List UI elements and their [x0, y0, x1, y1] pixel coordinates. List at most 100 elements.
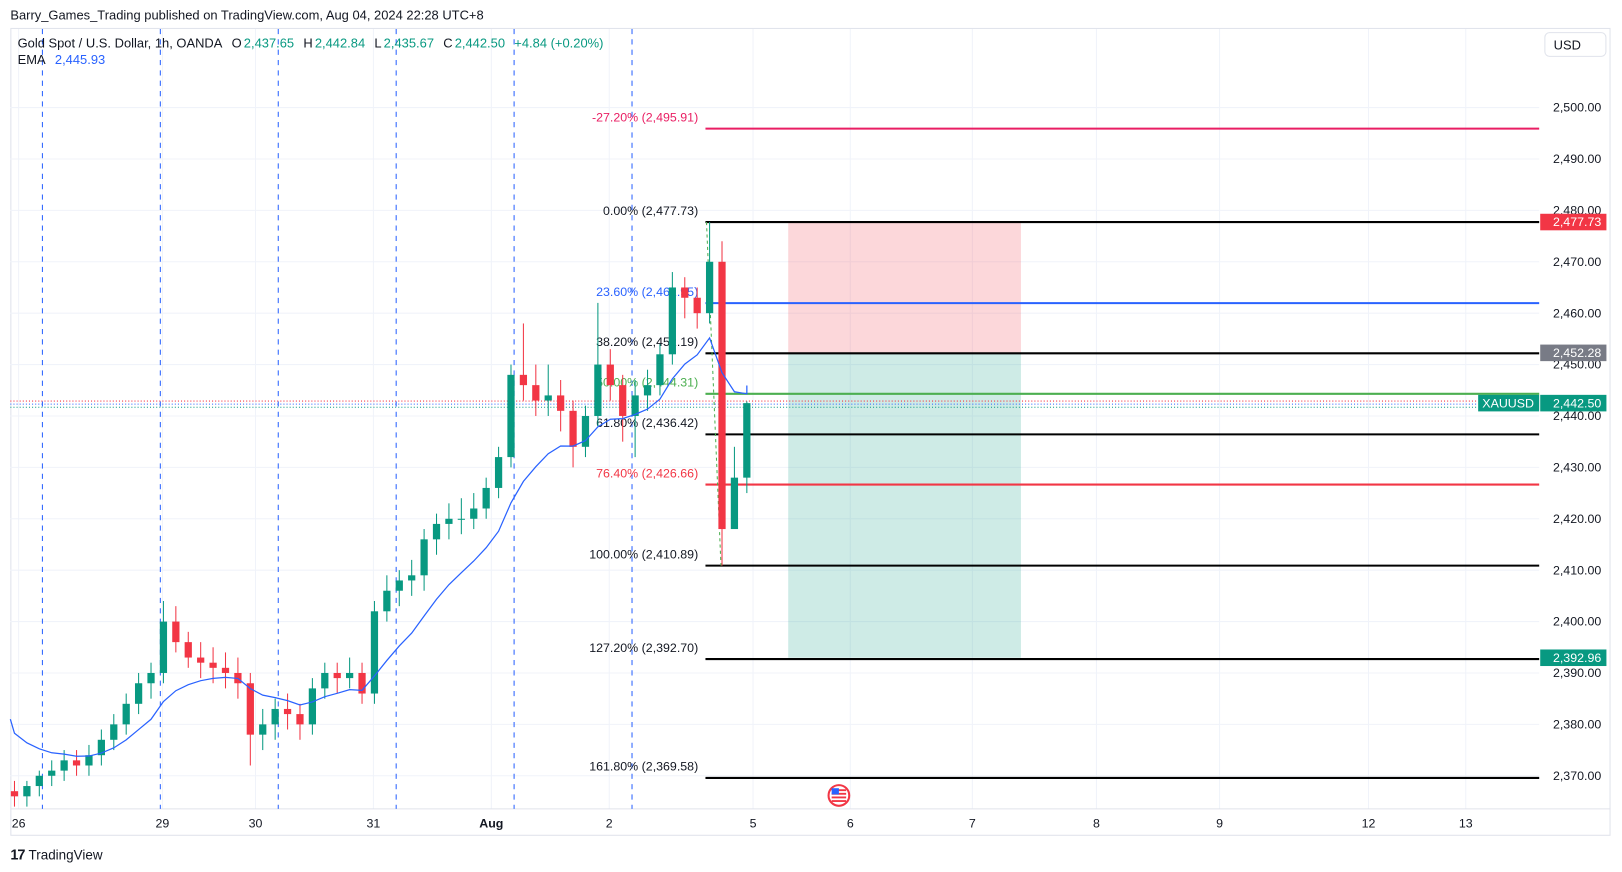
candle: [97, 729, 105, 766]
price-axis-label-bg: [1540, 649, 1607, 667]
price-axis-label-bg: [1540, 344, 1607, 362]
candle: [122, 693, 130, 735]
candle-body: [110, 724, 118, 740]
candle: [370, 601, 379, 704]
price-axis-label: 2,452.28: [1553, 346, 1601, 360]
candle-body: [97, 739, 105, 756]
chart-frame: [10, 27, 1611, 836]
candle: [346, 657, 354, 689]
candle: [383, 575, 391, 622]
currency-button[interactable]: USD: [1544, 32, 1607, 57]
y-tick-label: 2,410.00: [1553, 563, 1601, 577]
candle-body: [35, 775, 43, 787]
candle-body: [656, 354, 664, 386]
fib-level-label: 38.20% (2,452.19): [596, 335, 698, 349]
take-profit-zone: [788, 352, 1021, 658]
candle-body: [519, 374, 528, 386]
y-tick-label: 2,430.00: [1553, 461, 1601, 475]
tradingview-logo[interactable]: 17 TradingView: [10, 846, 102, 863]
candle-body: [532, 385, 540, 401]
candle-body: [693, 297, 701, 314]
candle-body: [470, 508, 478, 519]
candle-body: [383, 590, 391, 612]
candle: [197, 642, 205, 679]
candle-body: [408, 575, 416, 581]
x-tick-label: 7: [969, 817, 976, 831]
candle-body: [631, 395, 639, 416]
candle: [159, 601, 168, 684]
x-tick-label: 29: [155, 817, 169, 831]
symbol-tag: XAUUSD: [1482, 396, 1534, 410]
candle: [172, 606, 180, 653]
candle: [482, 477, 490, 519]
candle: [209, 647, 217, 684]
candle-body: [743, 403, 751, 478]
price-axis-label: 2,392.96: [1553, 651, 1601, 665]
high-value: 2,442.84: [314, 36, 366, 51]
candle: [110, 714, 118, 751]
y-tick-label: 2,440.00: [1553, 409, 1601, 423]
candle-body: [457, 518, 465, 520]
candle-body: [445, 518, 453, 524]
candle: [358, 662, 366, 704]
ema-value: 2,445.93: [54, 52, 106, 68]
stop-loss-zone: [788, 222, 1021, 353]
candle: [594, 302, 602, 427]
candle-body: [643, 385, 652, 396]
candle: [308, 678, 317, 735]
candle: [35, 770, 43, 797]
candle: [283, 693, 292, 730]
candle-body: [594, 364, 602, 416]
fib-level-label: 61.80% (2,436.42): [596, 416, 698, 430]
candle: [184, 631, 192, 668]
candle: [134, 672, 143, 715]
x-tick-label: 26: [12, 817, 26, 831]
candle: [23, 780, 31, 807]
candle-body: [718, 261, 726, 530]
flag-stripe: [831, 796, 847, 799]
y-tick-label: 2,380.00: [1553, 718, 1601, 732]
candle-body: [507, 374, 515, 458]
candle: [470, 493, 478, 530]
candle-body: [581, 415, 590, 447]
candle: [519, 323, 528, 401]
candle: [532, 364, 540, 416]
candle-body: [134, 683, 143, 704]
candle: [718, 241, 726, 566]
us-event-flag-icon[interactable]: [827, 784, 851, 807]
candle-body: [420, 539, 428, 576]
candle-body: [321, 672, 329, 689]
candle-body: [10, 791, 19, 797]
ema-label[interactable]: EMA: [17, 52, 46, 68]
x-tick-label: 31: [367, 817, 381, 831]
symbol-name[interactable]: Gold Spot / U.S. Dollar, 1h, OANDA: [17, 36, 223, 51]
x-tick-label: 6: [847, 817, 854, 831]
candle-body: [72, 760, 81, 766]
candle: [420, 529, 428, 591]
candle-body: [432, 523, 441, 540]
candle: [693, 287, 701, 329]
y-tick-label: 2,470.00: [1553, 255, 1601, 269]
candle: [643, 369, 652, 411]
candle: [619, 374, 627, 442]
candle-body: [557, 395, 565, 411]
flag-canton: [831, 788, 839, 795]
y-tick-label: 2,490.00: [1553, 152, 1601, 166]
open-label: O: [231, 36, 242, 51]
close-value: 2,442.50: [454, 36, 506, 51]
x-tick-label: 30: [249, 817, 263, 831]
candle-body: [246, 683, 254, 735]
candle-body: [283, 708, 292, 715]
fib-level-label: 76.40% (2,426.66): [596, 466, 698, 480]
candle: [494, 446, 503, 499]
candle-body: [23, 786, 31, 797]
candle-body: [147, 672, 155, 684]
change-value: +4.84 (+0.20%): [514, 36, 604, 51]
candle: [557, 379, 565, 432]
candle-body: [606, 364, 614, 386]
candle: [10, 780, 19, 807]
candle-body: [271, 708, 279, 725]
candle: [221, 652, 230, 689]
